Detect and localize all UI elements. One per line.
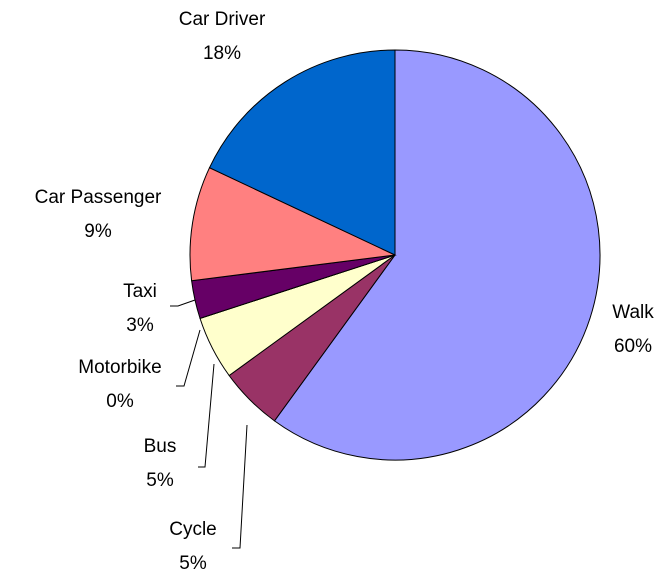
leader-line [232,424,248,549]
labels: Walk 60% Cycle 5% Bus 5% Motorbike 0% Taxi 3% Car … [35,9,655,573]
pie-slice [273,49,601,461]
slices [189,49,601,461]
slice-label: Taxi [123,281,157,302]
slice-value-label: 5% [146,470,174,491]
leader-line [176,329,201,387]
slice-label: Car Driver [179,9,266,30]
slice-value-label: 0% [106,391,134,412]
slice-value-label: 60% [614,336,652,357]
leader-lines [170,299,248,549]
slice-value-label: 9% [84,221,112,242]
pie-slice [208,49,396,256]
slice-label: Walk [612,302,654,323]
slice-label: Cycle [169,519,217,540]
slice-label: Bus [144,436,177,457]
slice-value-label: 18% [203,43,241,64]
leader-line [198,363,215,468]
slice-label: Motorbike [78,357,161,378]
slice-value-label: 5% [179,553,207,573]
slice-label: Car Passenger [35,187,162,208]
slice-value-label: 3% [126,315,154,336]
pie-slice [189,167,397,282]
leader-line [170,299,196,307]
